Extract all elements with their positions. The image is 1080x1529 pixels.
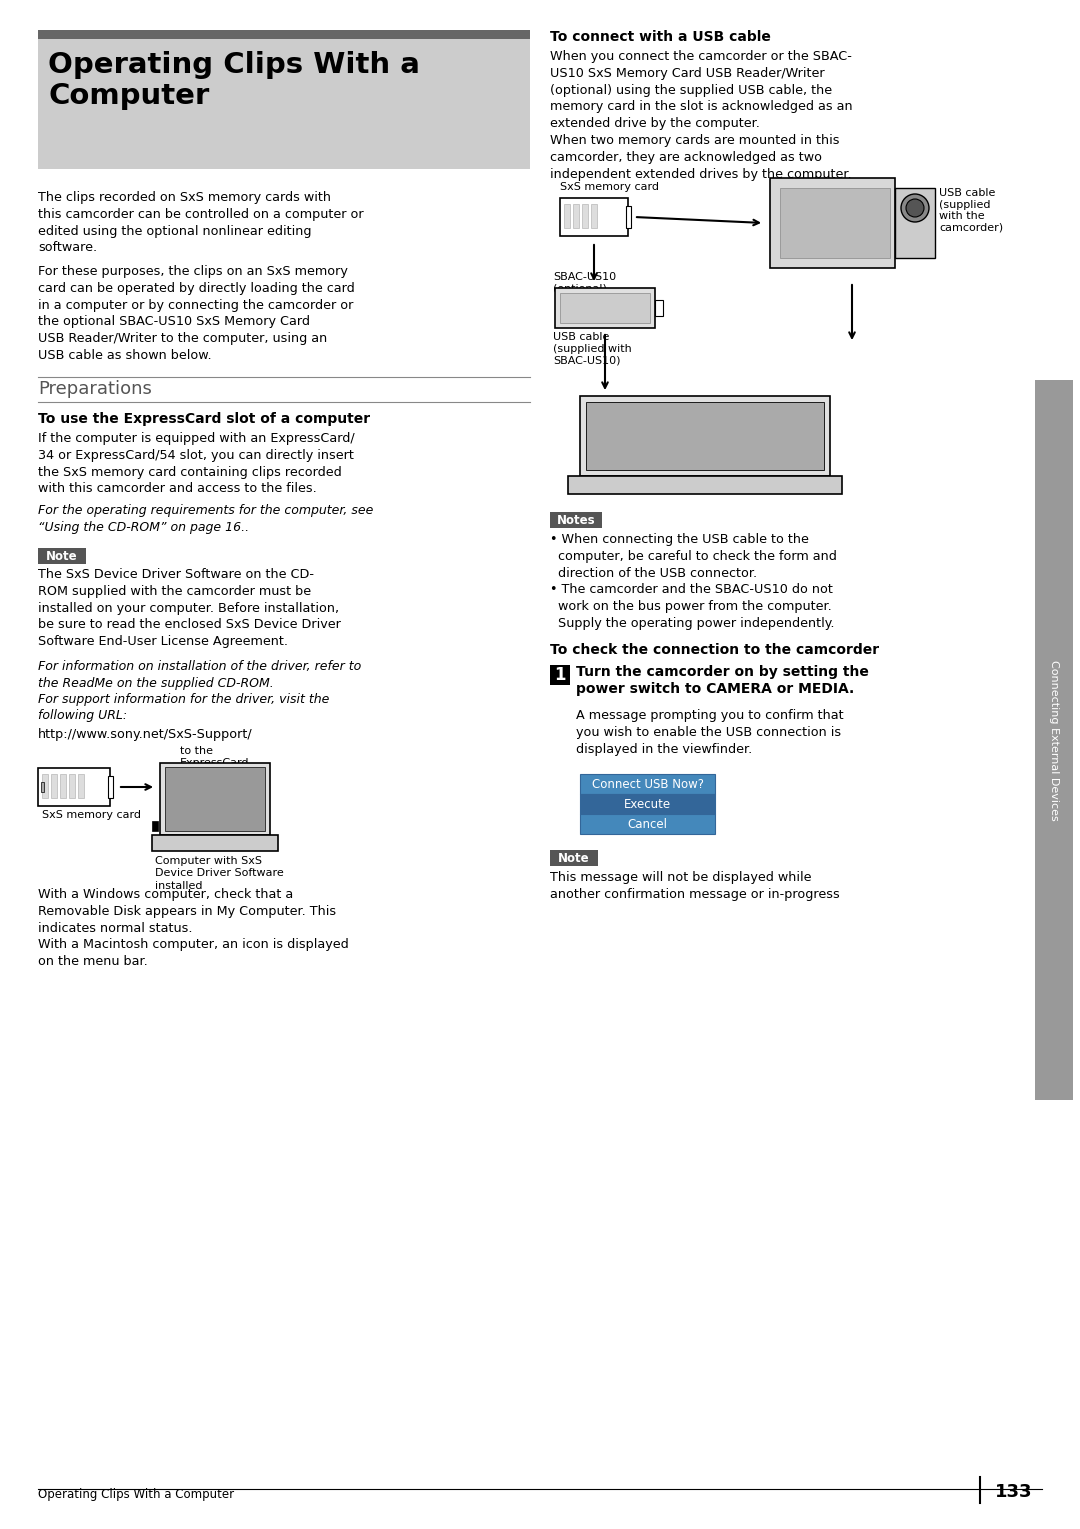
Bar: [550, 665, 570, 685]
Text: To connect with a USB cable: To connect with a USB cable: [550, 31, 771, 44]
Text: If the computer is equipped with an ExpressCard/
34 or ExpressCard/54 slot, you : If the computer is equipped with an Expr…: [38, 433, 354, 495]
Text: For these purposes, the clips on an SxS memory
card can be operated by directly : For these purposes, the clips on an SxS …: [38, 265, 354, 362]
Text: Note: Note: [46, 549, 78, 563]
Text: Execute: Execute: [624, 798, 671, 810]
Circle shape: [906, 199, 924, 217]
Bar: [550, 512, 602, 528]
Text: USB cable
(supplied with
SBAC-US10): USB cable (supplied with SBAC-US10): [553, 332, 632, 365]
Text: USB cable
(supplied
with the
camcorder): USB cable (supplied with the camcorder): [939, 188, 1003, 232]
Bar: [564, 203, 570, 228]
Text: 133: 133: [996, 1483, 1032, 1501]
Text: With a Windows computer, check that a
Removable Disk appears in My Computer. Thi: With a Windows computer, check that a Re…: [38, 888, 349, 968]
Bar: [38, 40, 530, 170]
Text: Operating Clips With a
Computer: Operating Clips With a Computer: [48, 50, 420, 110]
Bar: [555, 287, 654, 329]
Bar: [591, 203, 597, 228]
Text: 1: 1: [554, 667, 566, 683]
Text: For the operating requirements for the computer, see
“Using the CD-ROM” on page : For the operating requirements for the c…: [38, 505, 374, 534]
Text: Operating Clips With a Computer: Operating Clips With a Computer: [38, 1488, 234, 1501]
Bar: [165, 768, 265, 830]
Text: To check the connection to the camcorder: To check the connection to the camcorder: [550, 644, 879, 657]
Text: Connecting External Devices: Connecting External Devices: [1049, 659, 1059, 821]
Text: When you connect the camcorder or the SBAC-
US10 SxS Memory Card USB Reader/Writ: When you connect the camcorder or the SB…: [550, 50, 852, 180]
Text: A message prompting you to confirm that
you wish to enable the USB connection is: A message prompting you to confirm that …: [576, 709, 843, 755]
Text: The SxS Device Driver Software on the CD-
ROM supplied with the camcorder must b: The SxS Device Driver Software on the CD…: [38, 567, 341, 648]
Text: The clips recorded on SxS memory cards with
this camcorder can be controlled on : The clips recorded on SxS memory cards w…: [38, 191, 364, 254]
Bar: [60, 774, 66, 798]
Text: For information on installation of the driver, refer to
the ReadMe on the suppli: For information on installation of the d…: [38, 661, 361, 723]
Bar: [38, 547, 86, 564]
Bar: [38, 31, 530, 40]
Bar: [561, 197, 627, 235]
Text: to the
ExpressCard
slot: to the ExpressCard slot: [180, 746, 249, 780]
Bar: [152, 821, 158, 830]
Text: Connect USB Now?: Connect USB Now?: [592, 778, 703, 790]
Text: Note: Note: [558, 852, 590, 864]
Text: Notes: Notes: [556, 514, 595, 526]
Text: Cancel: Cancel: [627, 818, 667, 830]
Bar: [108, 777, 113, 798]
Bar: [160, 763, 270, 835]
Bar: [41, 781, 44, 792]
Bar: [580, 396, 831, 476]
Text: SxS memory card: SxS memory card: [42, 810, 141, 820]
Text: To use the ExpressCard slot of a computer: To use the ExpressCard slot of a compute…: [38, 411, 370, 427]
Text: Turn the camcorder on by setting the
power switch to CAMERA or MEDIA.: Turn the camcorder on by setting the pow…: [576, 665, 869, 696]
Bar: [38, 768, 110, 806]
Bar: [42, 774, 48, 798]
Bar: [586, 402, 824, 469]
Bar: [580, 774, 715, 794]
Bar: [561, 294, 650, 323]
Bar: [582, 203, 588, 228]
Bar: [69, 774, 75, 798]
Bar: [550, 850, 598, 865]
Bar: [770, 177, 895, 268]
Bar: [580, 794, 715, 813]
Text: • When connecting the USB cable to the
  computer, be careful to check the form : • When connecting the USB cable to the c…: [550, 534, 837, 630]
Text: http://www.sony.net/SxS-Support/: http://www.sony.net/SxS-Support/: [38, 728, 253, 742]
Text: Computer with SxS
Device Driver Software
installed: Computer with SxS Device Driver Software…: [156, 856, 284, 891]
Text: This message will not be displayed while
another confirmation message or in-prog: This message will not be displayed while…: [550, 872, 840, 901]
Bar: [568, 476, 842, 494]
Circle shape: [901, 194, 929, 222]
Text: SxS memory card: SxS memory card: [561, 182, 659, 193]
Bar: [78, 774, 84, 798]
Bar: [780, 188, 890, 258]
Bar: [654, 300, 663, 317]
Bar: [895, 188, 935, 258]
Bar: [51, 774, 57, 798]
Bar: [573, 203, 579, 228]
Bar: [580, 813, 715, 833]
Text: SBAC-US10
(optional): SBAC-US10 (optional): [553, 272, 616, 294]
Bar: [1035, 381, 1074, 1099]
Bar: [152, 835, 278, 852]
Text: Preparations: Preparations: [38, 381, 152, 398]
Bar: [626, 206, 631, 228]
